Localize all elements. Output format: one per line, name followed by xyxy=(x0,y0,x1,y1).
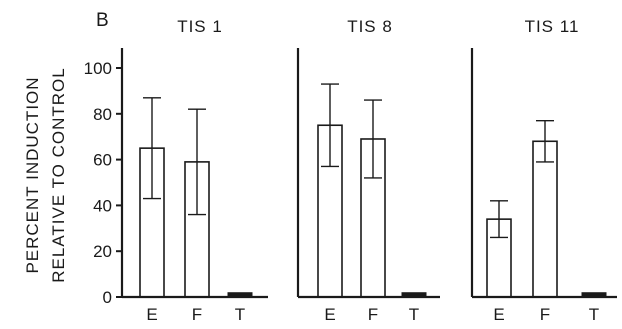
x-tick-label: F xyxy=(540,305,550,324)
x-tick-label: F xyxy=(368,305,378,324)
x-tick-label: F xyxy=(192,305,202,324)
y-tick-label: 40 xyxy=(93,196,112,215)
bar xyxy=(532,140,558,298)
panel-title: TIS 8 xyxy=(347,17,393,36)
x-tick-label: T xyxy=(235,305,245,324)
x-tick-label: E xyxy=(324,305,335,324)
y-axis-label-line-2: RELATIVE TO CONTROL xyxy=(49,67,68,283)
x-tick-label: T xyxy=(409,305,419,324)
panel-title: TIS 11 xyxy=(525,17,580,36)
x-tick-label: E xyxy=(493,305,504,324)
bar xyxy=(227,292,253,298)
y-tick-label: 80 xyxy=(93,105,112,124)
bar xyxy=(401,292,427,298)
y-tick-label: 100 xyxy=(84,59,112,78)
y-tick-label: 20 xyxy=(93,242,112,261)
bar xyxy=(581,292,607,298)
x-tick-label: T xyxy=(589,305,599,324)
y-tick-label: 60 xyxy=(93,151,112,170)
panel-letter: B xyxy=(96,10,109,31)
x-tick-label: E xyxy=(146,305,157,324)
y-tick-label: 0 xyxy=(103,288,112,307)
y-axis-label-line-1: PERCENT INDUCTION xyxy=(23,76,42,274)
panel-title: TIS 1 xyxy=(177,17,223,36)
